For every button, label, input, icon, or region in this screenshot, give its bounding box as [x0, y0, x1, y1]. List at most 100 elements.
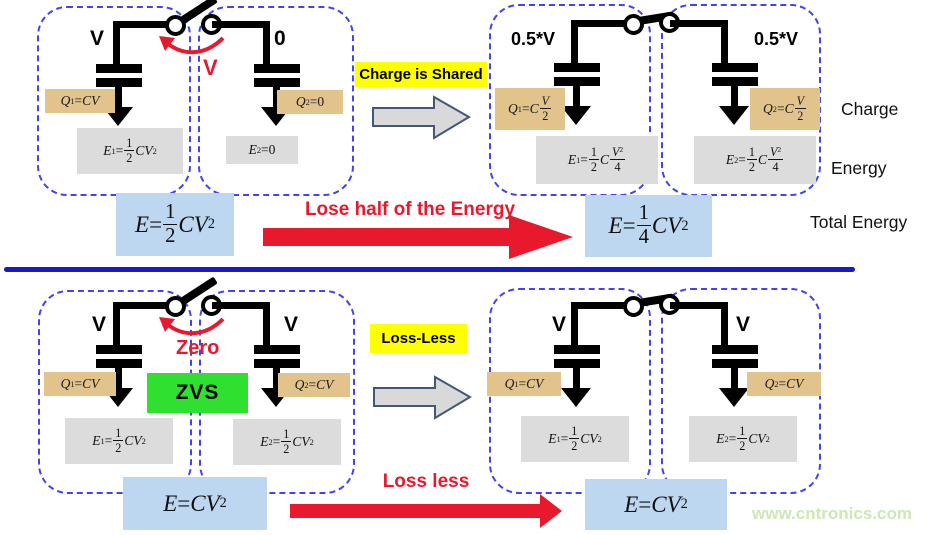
panel-top-left-cap2	[198, 6, 354, 196]
wire	[273, 368, 280, 389]
voltage-label: 0.5*V	[754, 29, 799, 49]
switch-node	[623, 14, 644, 35]
circuit-bottom-left	[0, 276, 340, 411]
switch-node	[623, 296, 644, 317]
capacitor-plate	[554, 63, 600, 72]
panel-top-left-cap1	[37, 6, 191, 196]
voltage-label: 0.5*V	[511, 29, 556, 49]
down-arrow-icon	[719, 388, 749, 407]
wire	[571, 302, 578, 348]
capacitor-plate	[554, 345, 600, 354]
wire	[670, 20, 728, 27]
gray-block-arrow-icon	[373, 375, 472, 420]
wire	[573, 368, 580, 389]
voltage-label: V	[552, 313, 567, 336]
capacitor-plate	[712, 63, 758, 72]
down-arrow-icon	[719, 106, 749, 125]
wire	[571, 20, 631, 27]
gray-block-arrow-icon	[372, 95, 471, 140]
result-label-top: Lose half of the Energy	[304, 199, 516, 220]
capacitor-plate	[712, 359, 758, 368]
voltage-label: V	[92, 313, 107, 336]
capacitor-plate	[254, 64, 300, 73]
circuit-bottom-right	[458, 281, 798, 411]
row-label-total-energy: Total Energy	[810, 212, 908, 232]
down-arrow-icon	[561, 388, 591, 407]
wire	[721, 20, 728, 66]
row-label-energy: Energy	[831, 158, 887, 178]
panel-top-right-cap2	[661, 4, 821, 196]
wire	[113, 21, 120, 67]
watermark: www.cntronics.com	[752, 504, 912, 523]
wire	[113, 21, 173, 28]
wire	[731, 86, 738, 107]
process-label-bottom: Loss-Less	[370, 324, 467, 353]
capacitor-plate	[254, 345, 300, 354]
wire	[273, 87, 280, 108]
zvs-badge: ZVS	[147, 373, 248, 413]
switch-annotation: V	[203, 55, 218, 80]
wire	[115, 368, 122, 389]
wire	[731, 368, 738, 389]
capacitor-plate	[554, 359, 600, 368]
section-divider	[4, 267, 855, 272]
wire	[263, 302, 270, 348]
wire	[721, 302, 728, 348]
red-block-arrow-icon	[290, 494, 562, 528]
voltage-label: V	[736, 313, 751, 336]
wire	[573, 86, 580, 107]
wire	[263, 21, 270, 67]
wire	[212, 21, 270, 28]
capacitor-plate	[96, 345, 142, 354]
capacitor-plate	[96, 64, 142, 73]
wire	[115, 87, 122, 108]
red-block-arrow-icon	[263, 215, 573, 259]
capacitor-plate	[712, 77, 758, 86]
panel-top-right-cap1	[489, 4, 651, 196]
process-label-top: Charge is Shared	[355, 62, 487, 87]
wire	[113, 302, 120, 348]
result-label-bottom: Loss less	[382, 471, 470, 492]
red-curved-arrow-icon	[159, 36, 225, 55]
voltage-label: V	[284, 313, 299, 336]
wire	[571, 302, 631, 309]
down-arrow-icon	[561, 106, 591, 125]
switch-node	[165, 15, 186, 36]
wire	[670, 302, 728, 309]
row-label-charge: Charge	[841, 99, 899, 119]
switch-node	[165, 296, 186, 317]
voltage-label: V	[90, 27, 105, 50]
wire	[212, 302, 270, 309]
capacitor-plate	[554, 77, 600, 86]
switch-annotation: Zero	[176, 337, 220, 359]
capacitor-plate	[96, 359, 142, 368]
voltage-label: 0	[274, 27, 286, 50]
capacitor-plate	[254, 359, 300, 368]
capacitor-plate	[712, 345, 758, 354]
capacitor-plate	[96, 78, 142, 87]
capacitor-plate	[254, 78, 300, 87]
wire	[113, 302, 173, 309]
red-curved-arrow-icon	[159, 317, 225, 336]
